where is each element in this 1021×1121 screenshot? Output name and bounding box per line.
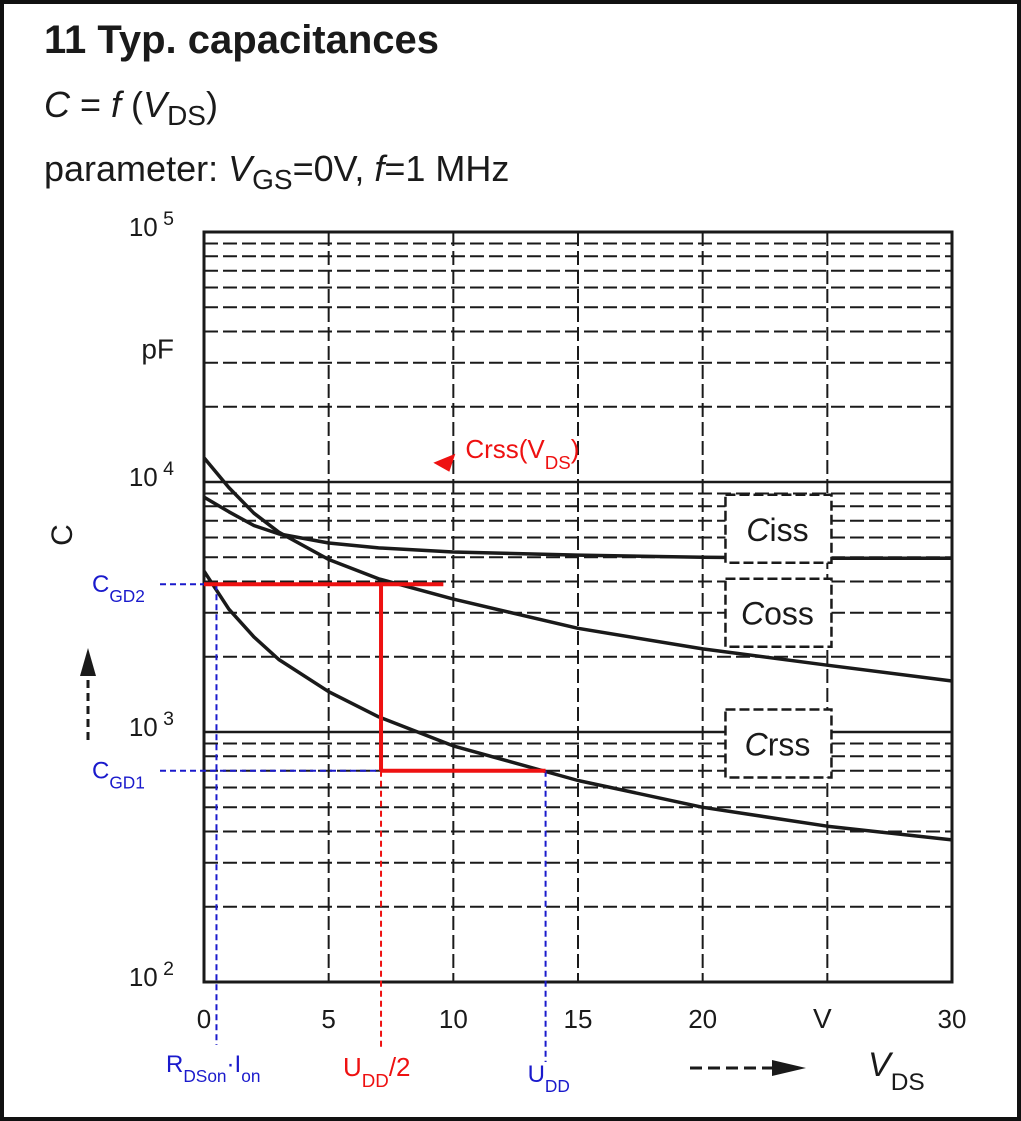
series-label-rss: Crss (745, 726, 811, 762)
param-v: V (228, 148, 253, 189)
param-sub: GS (252, 164, 293, 195)
x-tick-label: 30 (938, 1004, 967, 1034)
series-line-oss (202, 456, 953, 683)
series-label-box-iss (724, 493, 833, 565)
x-axis-label: VDS (868, 1046, 925, 1096)
param-mid: =0V, (292, 148, 375, 189)
func-eq: = (70, 84, 112, 125)
x-unit-label: V (813, 1003, 832, 1034)
x-tick-label: 15 (564, 1004, 593, 1034)
y-arrow-head (80, 648, 96, 676)
annotations: Crss(VDS) CGD2 CGD1 RDSon·Ion UDD UDD/2 (92, 434, 579, 1096)
func-f: f (111, 84, 122, 125)
series-label-iss: Ciss (746, 512, 808, 548)
func-v: V (143, 84, 168, 125)
param-prefix: parameter: (44, 148, 229, 189)
param-f: f (374, 148, 385, 189)
func-open: ( (121, 84, 144, 125)
udd-label: UDD (528, 1061, 570, 1096)
udd-half-label: UDD/2 (343, 1052, 410, 1091)
rdson-label: RDSon·Ion (166, 1051, 260, 1086)
cgd2-label: CGD2 (92, 571, 145, 606)
series-label-oss: Coss (741, 596, 814, 632)
crss-arrow (433, 453, 456, 472)
y-tick-label: 10 5 (129, 208, 174, 242)
x-tick-label: 10 (439, 1004, 468, 1034)
series-line-rss (202, 570, 953, 842)
x-tick-label: 0 (197, 1004, 211, 1034)
series-label-box-rss (724, 708, 833, 779)
series-label-box-oss (724, 577, 833, 648)
crss-label: Crss(VDS) (465, 434, 579, 473)
axis-labels: 10 2 10 3 10 4 10 5 pF C 0 5 10 15 20 30 V VDS (46, 208, 966, 1096)
y-axis-label: C (46, 524, 79, 546)
y-tick-label: 10 2 (129, 958, 174, 992)
func-close: ) (205, 84, 218, 125)
parameter-label: parameter: VGS=0V, f=1 MHz (44, 148, 510, 195)
func-sub: DS (167, 100, 206, 131)
series: Ciss Coss Crss (202, 456, 953, 842)
x-arrow-head (772, 1060, 806, 1076)
function-label: C = f (VDS) (44, 84, 218, 131)
chart-title: 11 Typ. capacitances (44, 18, 440, 62)
y-tick-label: 10 3 (129, 708, 174, 742)
cgd1-label: CGD1 (92, 758, 145, 793)
x-tick-label: 20 (688, 1004, 717, 1034)
y-unit-label: pF (141, 333, 174, 364)
param-end: =1 MHz (384, 148, 510, 189)
x-tick-label: 5 (321, 1004, 335, 1034)
func-c: C (44, 84, 70, 125)
plot-frame (202, 230, 954, 984)
grid (202, 230, 954, 984)
y-tick-label: 10 4 (129, 458, 174, 492)
